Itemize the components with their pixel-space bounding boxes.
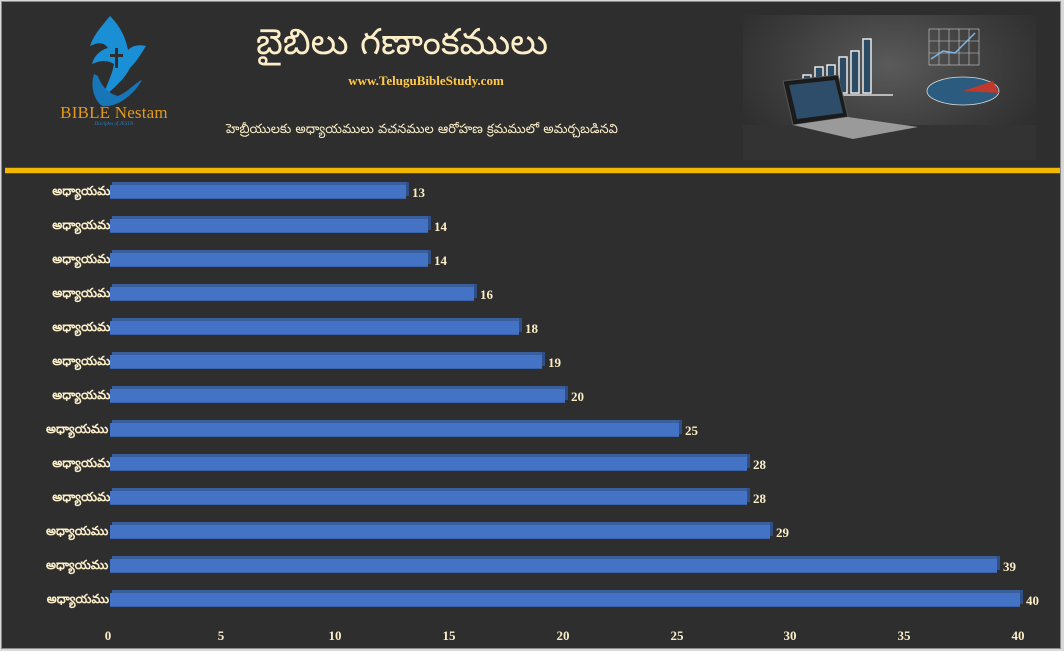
value-label: 13 (412, 185, 425, 200)
value-label: 40 (1026, 593, 1039, 608)
bar[interactable] (110, 522, 773, 539)
dove-cross-hand-logo-icon (90, 16, 146, 107)
category-label: అధ్యాయము 13 (46, 422, 124, 436)
x-axis-tick: 5 (217, 628, 225, 643)
value-label: 29 (776, 525, 789, 540)
category-label: అధ్యాయము 11 (46, 592, 124, 606)
bar[interactable] (110, 556, 1000, 573)
logo-tagline: Disciples of JESUS (94, 122, 134, 127)
category-label: అధ్యాయము 8 (52, 184, 124, 198)
bar-row: అధ్యాయము 13 25 (0, 413, 1064, 447)
value-label: 20 (571, 389, 584, 404)
bar[interactable] (110, 420, 682, 437)
x-axis-tick: 10 (328, 628, 342, 643)
bar[interactable] (110, 386, 568, 403)
bar-row: అధ్యాయము 6 20 (0, 379, 1064, 413)
value-label: 19 (548, 355, 561, 370)
bar-row: అధ్యాయము 12 29 (0, 515, 1064, 549)
x-axis-tick: 40 (1011, 628, 1025, 643)
bar[interactable] (110, 284, 477, 301)
bar[interactable] (110, 590, 1023, 607)
bar-row: అధ్యాయము 5 14 (0, 243, 1064, 277)
bar-row: అధ్యాయము 3 19 (0, 345, 1064, 379)
value-label: 16 (480, 287, 493, 302)
bar-row: అధ్యాయము 4 16 (0, 277, 1064, 311)
bar-row: అధ్యాయము 9 28 (0, 481, 1064, 515)
bar-row: అధ్యాయము 8 13 (0, 175, 1064, 209)
value-label: 28 (753, 457, 766, 472)
x-axis-tick: 15 (442, 628, 456, 643)
bar[interactable] (110, 488, 750, 505)
page-title: బైబిలు గణాంకములు (255, 22, 549, 63)
category-label: అధ్యాయము 1 (52, 218, 124, 232)
category-label: అధ్యాయము 7 (52, 456, 124, 470)
bar-row: అధ్యాయము 1 14 (0, 209, 1064, 243)
category-label: అధ్యాయము 3 (52, 354, 124, 368)
category-label: అధ్యాయము 5 (52, 252, 124, 266)
bar-row: అధ్యాయము 7 28 (0, 447, 1064, 481)
value-label: 18 (525, 321, 538, 336)
bar-row: అధ్యాయము 10 39 (0, 549, 1064, 583)
x-axis-tick: 25 (670, 628, 684, 643)
bar-row: అధ్యాయము 2 18 (0, 311, 1064, 345)
value-label: 14 (434, 253, 447, 268)
bar[interactable] (110, 250, 431, 267)
logo-text: BIBLE Nestam (60, 103, 168, 122)
bar[interactable] (110, 352, 545, 369)
website-link[interactable]: www.TeluguBibleStudy.com (348, 73, 504, 88)
bar-row: అధ్యాయము 11 40 (0, 583, 1064, 617)
bar[interactable] (110, 182, 409, 199)
x-axis-tick: 30 (783, 628, 797, 643)
bar[interactable] (110, 216, 431, 233)
category-label: అధ్యాయము 6 (52, 388, 124, 402)
bar[interactable] (110, 454, 750, 471)
category-label: అధ్యాయము 4 (52, 286, 124, 300)
value-label: 28 (753, 491, 766, 506)
bar[interactable] (110, 318, 522, 335)
category-label: అధ్యాయము 12 (46, 524, 124, 538)
laptop-charts-icon (743, 28, 1036, 160)
laptop-analytics-image (743, 15, 1036, 160)
value-label: 39 (1003, 559, 1016, 574)
value-label: 25 (685, 423, 698, 438)
header-divider (5, 167, 1060, 174)
category-label: అధ్యాయము 10 (46, 558, 124, 572)
x-axis-tick: 35 (897, 628, 911, 643)
chart-subtitle: హెబ్రీయులకు అధ్యాయములు వచనముల ఆరోహణ క్రమ… (226, 122, 618, 137)
x-axis-tick: 20 (556, 628, 570, 643)
value-label: 14 (434, 219, 447, 234)
category-label: అధ్యాయము 2 (52, 320, 124, 334)
category-label: అధ్యాయము 9 (52, 490, 124, 504)
x-axis-tick: 0 (104, 628, 112, 643)
